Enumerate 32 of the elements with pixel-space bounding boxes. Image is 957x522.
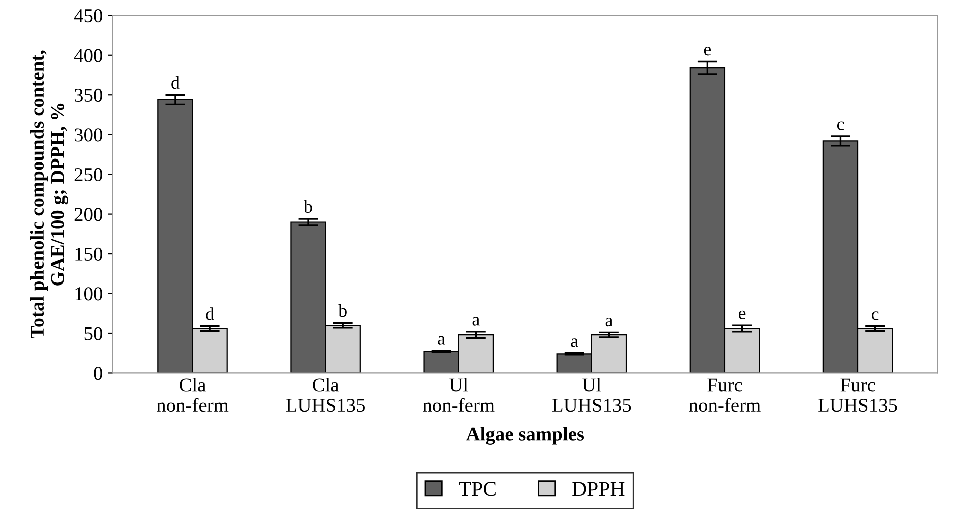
x-tick-label: Ul LUHS135 <box>552 378 632 412</box>
x-tick-label: Ul non-ferm <box>423 378 495 412</box>
x-tick-label: Cla non-ferm <box>157 378 229 412</box>
data-label: a <box>571 338 578 348</box>
x-tick-label: Furc non-ferm <box>689 378 761 412</box>
data-label: c <box>837 122 844 130</box>
data-label: e <box>704 47 712 56</box>
data-label: d <box>172 76 180 90</box>
x-axis-title: Algae samples <box>466 427 584 445</box>
data-label: b <box>304 200 312 214</box>
y-tick-label: 200 <box>74 208 102 222</box>
data-label: c <box>872 312 879 320</box>
x-tick-label: Furc LUHS135 <box>818 378 898 412</box>
y-tick-label: 50 <box>84 327 102 340</box>
legend-label: TPC <box>459 482 496 496</box>
y-tick-label: 300 <box>74 128 102 142</box>
y-tick-label: 400 <box>74 49 102 62</box>
data-label: a <box>438 336 446 345</box>
y-tick-label: 150 <box>76 248 102 261</box>
y-tick-label: 450 <box>74 9 102 23</box>
data-label: e <box>738 310 746 320</box>
y-axis-title: Total phenolic compounds content, GAE/100 g; DPPH, % <box>30 50 68 339</box>
data-label: b <box>338 304 347 318</box>
data-label: d <box>206 308 214 320</box>
y-tick-label: 0 <box>94 367 102 380</box>
data-label: a <box>606 318 613 327</box>
legend-label: DPPH <box>572 482 625 496</box>
y-tick-label: 250 <box>74 168 102 182</box>
x-tick-label: Cla LUHS135 <box>286 378 366 412</box>
y-tick-label: 100 <box>76 288 102 301</box>
data-label: a <box>472 317 480 326</box>
y-tick-label: 350 <box>74 88 102 102</box>
